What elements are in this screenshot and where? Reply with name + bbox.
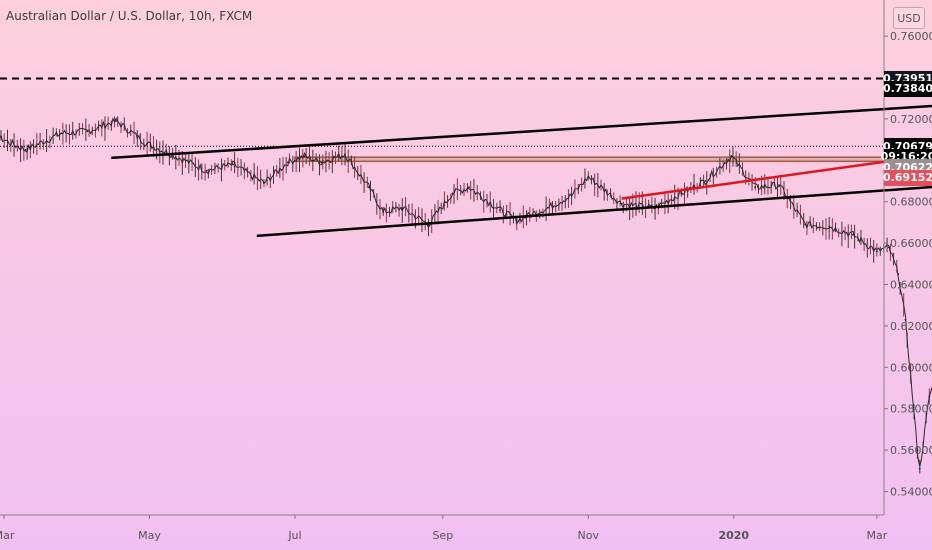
y-tick-label: 0.66000 [890,237,932,250]
currency-badge[interactable]: USD [893,7,925,29]
price-point [344,153,346,155]
price-label: 0.73840 [882,80,932,97]
price-point [320,161,323,164]
y-tick-label: 0.56000 [890,444,932,457]
price-point [205,169,208,172]
chart-title: Australian Dollar / U.S. Dollar, 10h, FX… [6,9,253,23]
price-point [468,186,470,189]
price-point [286,161,289,164]
price-point [778,184,780,187]
channel-line [256,185,932,238]
x-tick-label: Sep [432,529,453,542]
x-tick-label: Jul [287,529,301,542]
drawing-layer [0,77,932,238]
price-point [515,219,518,222]
price-point [918,467,921,470]
support-zone [294,156,932,163]
price-point [546,207,549,209]
price-point [804,223,807,226]
price-point [499,209,501,211]
price-point [704,180,707,182]
x-tick-label: Mar [0,529,15,542]
y-tick-label: 0.54000 [890,486,932,499]
price-point [587,175,590,178]
price-point [620,202,623,205]
price-point [897,273,900,276]
x-tick-label: Mar [866,529,887,542]
price-point [916,449,919,451]
price-point [828,225,831,228]
x-tick-label: May [138,529,161,542]
price-point [232,163,234,166]
price-point [382,211,385,213]
x-tick-label: 2020 [718,529,749,542]
price-label: 0.69152 [882,169,932,186]
y-tick-label: 0.60000 [890,361,932,374]
y-tick-label: 0.76000 [890,30,932,43]
zone-layer [294,156,932,163]
price-point [115,120,117,122]
y-tick-label: 0.72000 [890,113,932,126]
price-point [303,155,306,158]
price-point [263,182,265,184]
price-line [0,117,932,467]
price-series-layer [0,116,932,474]
price-point [401,207,404,209]
y-tick-label: 0.68000 [890,196,932,209]
price-point [928,395,931,398]
price-point [146,142,148,145]
y-tick-label: 0.64000 [890,279,932,292]
price-point [887,246,890,249]
price-point [60,132,63,135]
x-tick-label: Nov [578,529,600,542]
price-point [875,250,878,253]
price-point [680,192,683,195]
price-point [570,194,573,197]
price-point [730,155,733,158]
price-point [852,233,854,236]
price-point [86,130,89,133]
price-point [904,318,907,321]
red-trend-line [621,153,932,200]
price-point [24,149,27,151]
price-point [367,186,370,189]
price-point [451,192,454,195]
y-tick-label: 0.58000 [890,403,932,416]
price-point [754,186,757,189]
y-tick-label: 0.62000 [890,320,932,333]
channel-line [111,104,932,160]
